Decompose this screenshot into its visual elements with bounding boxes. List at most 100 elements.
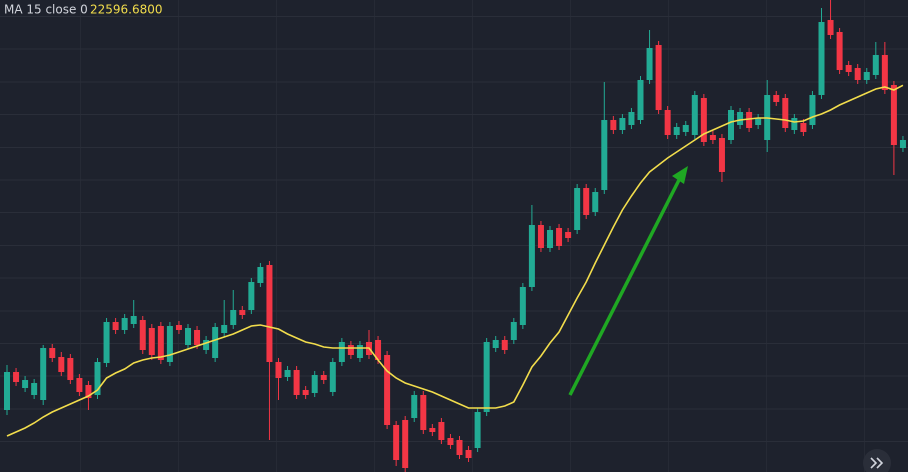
- candle-body: [492, 340, 499, 348]
- candle-body: [85, 385, 92, 398]
- candle-body: [773, 95, 780, 102]
- candle-body: [845, 65, 852, 72]
- candle-body: [239, 310, 246, 315]
- candle-body: [718, 138, 725, 172]
- candle-body: [537, 225, 544, 248]
- candle-body: [94, 362, 101, 395]
- candle-body: [212, 327, 219, 358]
- candle-body: [58, 357, 65, 372]
- candle-body: [31, 383, 38, 395]
- candle-body: [185, 328, 191, 345]
- candle-body: [40, 348, 47, 400]
- candle-body: [863, 72, 870, 80]
- candle-body: [411, 395, 418, 418]
- candle-body: [556, 228, 563, 246]
- candle-body: [664, 110, 671, 135]
- candle-body: [881, 55, 888, 90]
- candle-body: [166, 326, 173, 362]
- trend-arrow-head: [672, 166, 688, 184]
- candle-body: [447, 438, 454, 445]
- candle-body: [519, 287, 526, 325]
- ma-line: [6, 84, 904, 437]
- candle-body: [203, 340, 210, 350]
- candle-body: [592, 192, 599, 212]
- plot: [4, 0, 906, 472]
- candle-body: [691, 95, 698, 135]
- candle-body: [221, 325, 228, 333]
- candle-body: [148, 328, 155, 355]
- candle-body: [248, 282, 255, 310]
- candle-body: [700, 98, 707, 142]
- scroll-button-icon[interactable]: [870, 457, 884, 469]
- candle-body: [311, 375, 318, 393]
- candle-body: [112, 322, 119, 330]
- candle-body: [827, 20, 834, 35]
- candle-body: [737, 112, 744, 125]
- candle-body: [13, 372, 20, 382]
- candle-body: [528, 225, 535, 287]
- candle-body: [800, 123, 807, 132]
- candle-body: [836, 32, 843, 70]
- candle-body: [49, 348, 56, 358]
- candle-body: [854, 68, 861, 80]
- candle-body: [782, 98, 789, 128]
- candle-body: [139, 320, 146, 350]
- candle-body: [320, 375, 327, 380]
- candle-body: [728, 110, 734, 140]
- candle-body: [275, 362, 282, 378]
- candle-body: [791, 118, 798, 130]
- candle-body: [809, 95, 816, 125]
- candle-body: [510, 322, 517, 340]
- candle-body: [194, 330, 201, 345]
- scroll-button[interactable]: [863, 449, 891, 472]
- candle-body: [157, 326, 164, 360]
- candle-body: [547, 230, 553, 248]
- candle-body: [338, 342, 345, 362]
- candle-body: [130, 316, 137, 324]
- candle-body: [474, 412, 481, 448]
- candle-body: [899, 140, 906, 148]
- candle-body: [302, 390, 309, 395]
- candle-body: [67, 358, 74, 380]
- candle-body: [501, 340, 508, 350]
- candle-body: [890, 85, 897, 145]
- candle-body: [465, 450, 472, 458]
- candle-body: [483, 342, 490, 412]
- candle-body: [565, 232, 572, 238]
- candle-body: [375, 340, 382, 360]
- candle-body: [755, 118, 762, 125]
- candle-body: [628, 112, 635, 125]
- candle-body: [746, 112, 753, 128]
- candle-body: [230, 310, 237, 325]
- candle-body: [583, 188, 590, 215]
- indicator-value: 22596.6800: [90, 3, 163, 17]
- candle-body: [818, 22, 825, 95]
- candle-body: [22, 380, 29, 388]
- candle-body: [329, 362, 336, 392]
- candle-body: [601, 120, 608, 190]
- candle-body: [610, 120, 617, 130]
- candle-body: [76, 378, 83, 392]
- candle-body: [574, 188, 581, 230]
- candle-body: [266, 265, 273, 362]
- candle-body: [293, 370, 300, 395]
- candle-body: [682, 125, 689, 132]
- candle-body: [673, 127, 680, 135]
- trend-arrow-shaft: [568, 177, 682, 396]
- candle-body: [356, 345, 363, 358]
- candle-body: [420, 395, 427, 430]
- scroll-button-bg[interactable]: [863, 449, 891, 472]
- candle-body: [103, 322, 110, 363]
- candle-body: [121, 318, 128, 330]
- candle-body: [872, 55, 879, 75]
- candle-body: [4, 372, 10, 410]
- candle-body: [456, 440, 463, 455]
- candle-body: [637, 80, 644, 120]
- indicator-name: MA 15 close 0: [4, 3, 88, 17]
- candle-body: [284, 370, 291, 377]
- candle-body: [646, 48, 653, 80]
- candle-body: [257, 267, 264, 283]
- candle-body: [384, 355, 391, 425]
- candle-body: [619, 118, 626, 130]
